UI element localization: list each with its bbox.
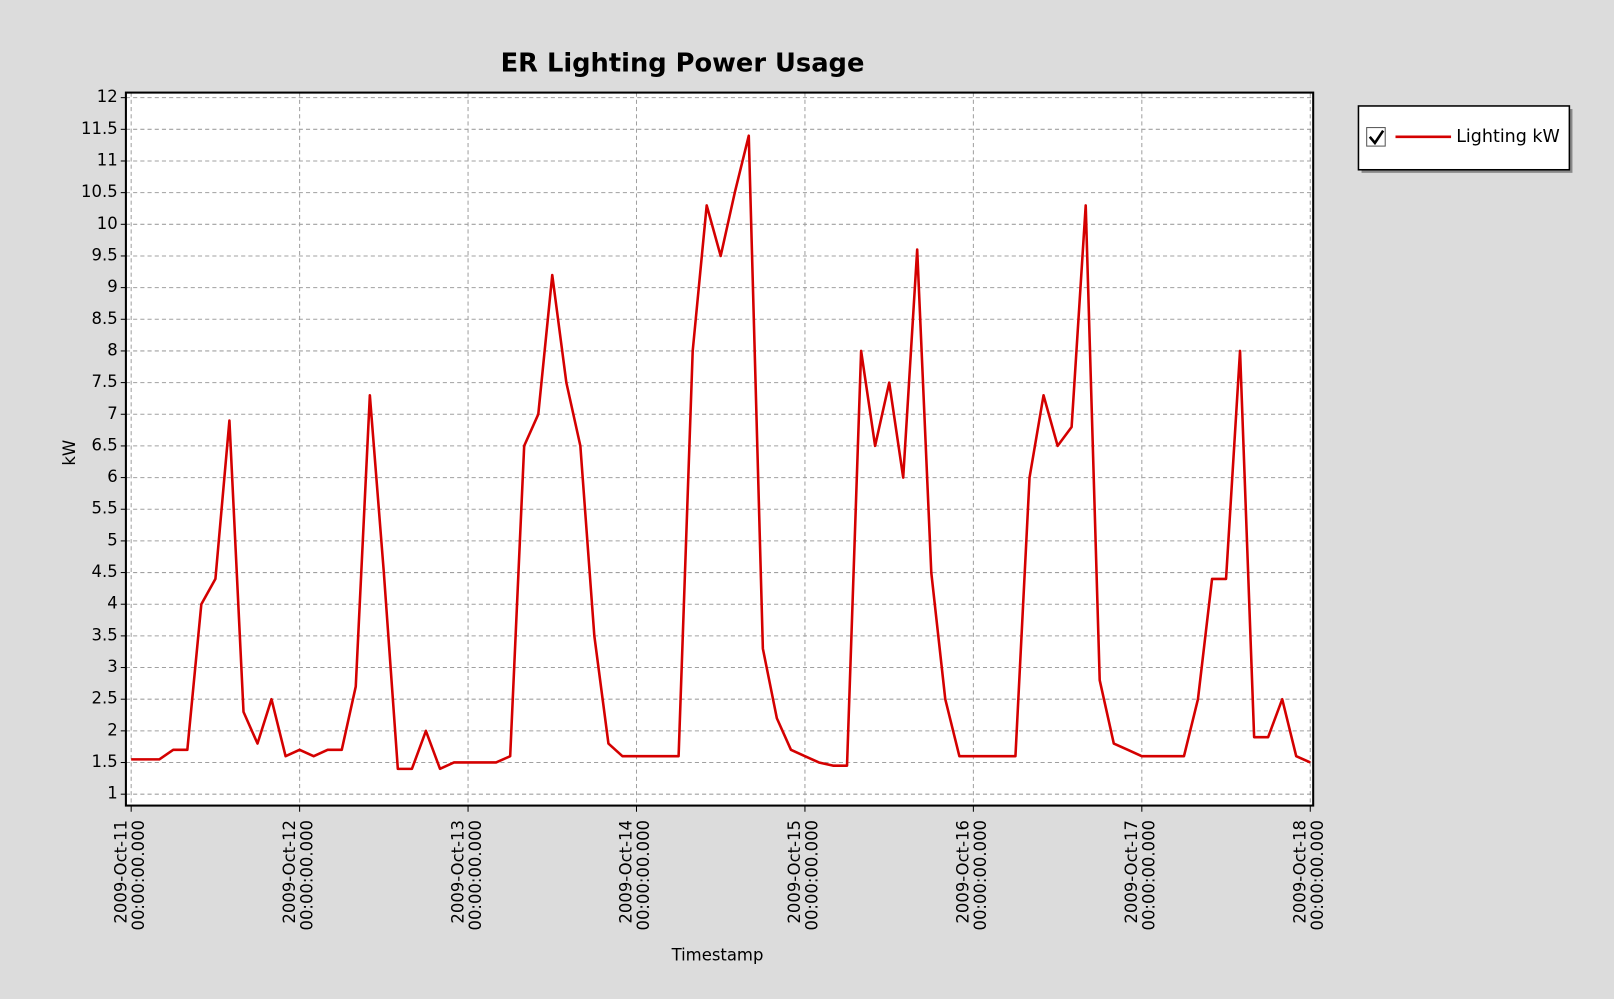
y-tick-label: 4.5 <box>92 562 118 581</box>
x-tick-label: 00:00:00.000 <box>297 820 316 931</box>
y-tick-label: 7 <box>107 404 117 423</box>
x-tick-label: 00:00:00.000 <box>1308 820 1327 931</box>
y-tick-label: 11.5 <box>81 119 118 138</box>
x-tick-label: 00:00:00.000 <box>971 820 990 931</box>
x-tick-label: 00:00:00.000 <box>803 820 822 931</box>
x-tick-label: 2009-Oct-14 <box>617 820 636 924</box>
y-tick-label: 2.5 <box>92 689 118 708</box>
y-tick-label: 6.5 <box>92 435 118 454</box>
y-tick-label: 12 <box>97 87 118 106</box>
y-tick-label: 1.5 <box>92 752 118 771</box>
y-tick-label: 6 <box>107 467 117 486</box>
y-tick-label: 10 <box>97 214 118 233</box>
chart-title: ER Lighting Power Usage <box>501 48 865 78</box>
x-tick-label: 2009-Oct-15 <box>785 820 804 924</box>
y-tick-label: 7.5 <box>92 372 118 391</box>
y-tick-label: 5 <box>107 530 117 549</box>
legend-box <box>1357 105 1571 171</box>
y-tick-label: 4 <box>107 594 117 613</box>
y-axis-label: kW <box>60 440 79 466</box>
y-tick-label: 8 <box>107 340 117 359</box>
plot-border <box>124 91 1315 807</box>
y-tick-label: 9.5 <box>92 245 118 264</box>
y-tick-label: 3 <box>107 657 117 676</box>
data-line <box>131 134 1311 771</box>
x-tick-label: 2009-Oct-13 <box>448 820 467 924</box>
y-tick-label: 8.5 <box>92 309 118 328</box>
y-tick-label: 3.5 <box>92 625 118 644</box>
x-tick-label: 00:00:00.000 <box>634 820 653 931</box>
x-tick-label: 00:00:00.000 <box>129 820 148 931</box>
x-tick-label: 00:00:00.000 <box>466 820 485 931</box>
x-tick-label: 2009-Oct-11 <box>111 820 130 924</box>
y-tick-label: 1 <box>107 784 117 803</box>
legend: Lighting kW <box>1357 105 1573 173</box>
y-tick-label: 11 <box>97 150 118 169</box>
x-axis-label: Timestamp <box>671 945 764 964</box>
x-tick-label: 2009-Oct-16 <box>954 820 973 924</box>
y-tick-label: 10.5 <box>81 182 118 201</box>
y-tick-label: 2 <box>107 720 117 739</box>
x-tick-label: 2009-Oct-17 <box>1122 820 1141 924</box>
x-tick-label: 00:00:00.000 <box>1140 820 1159 931</box>
y-tick-label: 9 <box>107 277 117 296</box>
x-tick-label: 2009-Oct-12 <box>280 820 299 924</box>
plot-area <box>125 92 1314 806</box>
y-tick-label: 5.5 <box>92 499 118 518</box>
checkmark <box>1368 129 1385 146</box>
legend-label: Lighting kW <box>1456 127 1560 147</box>
x-tick-label: 2009-Oct-18 <box>1291 820 1310 924</box>
